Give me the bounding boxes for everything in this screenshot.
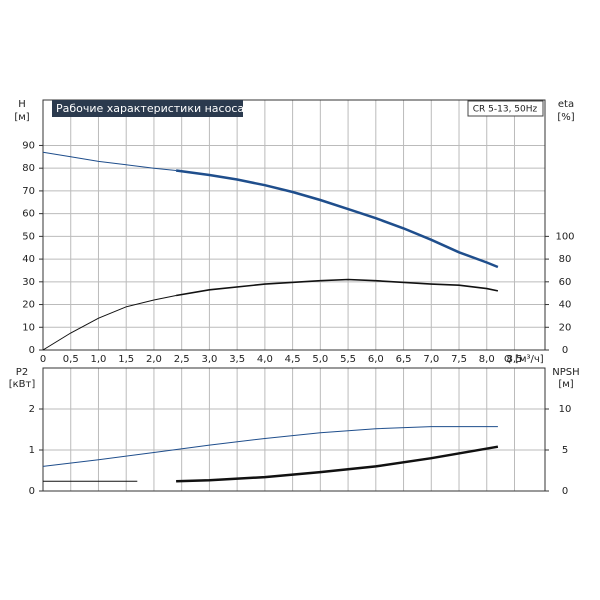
y2-tick-label: 60 (559, 277, 572, 288)
y-tick-label: 90 (22, 140, 35, 151)
y-tick-label: 0 (29, 486, 35, 497)
curve (42, 295, 177, 351)
y-tick-label: 60 (22, 209, 35, 220)
y-tick-label: 30 (22, 277, 35, 288)
y2-label: eta (558, 99, 574, 110)
y-label: P2 (16, 367, 28, 378)
y-tick-label: 2 (29, 404, 35, 415)
title-box (52, 100, 243, 117)
y2-tick-label: 0 (562, 345, 568, 356)
plot-frame (42, 367, 546, 492)
x-tick-label: 5,5 (340, 354, 356, 365)
y2-tick-label: 0 (562, 486, 568, 497)
y2-label: NPSH (552, 367, 579, 378)
x-tick-label: 0,5 (63, 354, 79, 365)
y-label: H (18, 99, 26, 110)
x-tick-label: 2,5 (174, 354, 190, 365)
curve (42, 151, 177, 171)
x-tick-label: 1,5 (118, 354, 134, 365)
x-tick-label: 1,0 (91, 354, 107, 365)
x-tick-label: 0 (40, 354, 46, 365)
y-tick-label: 80 (22, 163, 35, 174)
x-label: Q [м³/ч] (504, 354, 544, 365)
x-tick-label: 6,5 (396, 354, 412, 365)
y-tick-label: 10 (22, 322, 35, 333)
y2-unit: [м] (558, 379, 573, 390)
x-tick-label: 3,0 (201, 354, 217, 365)
curve (175, 169, 499, 269)
y-tick-label: 50 (22, 231, 35, 242)
curve (175, 278, 499, 297)
y2-tick-label: 20 (559, 322, 572, 333)
y-tick-label: 40 (22, 254, 35, 265)
y2-tick-label: 100 (555, 231, 574, 242)
y2-tick-label: 10 (559, 404, 572, 415)
x-tick-label: 7,0 (423, 354, 439, 365)
y2-unit: [%] (557, 112, 574, 123)
y-tick-label: 20 (22, 300, 35, 311)
model-box (467, 100, 544, 117)
x-tick-label: 4,5 (285, 354, 301, 365)
y2-tick-label: 80 (559, 254, 572, 265)
y-unit: [кВт] (9, 379, 36, 390)
x-tick-label: 8,5 (507, 354, 523, 365)
x-tick-label: 5,0 (312, 354, 328, 365)
x-tick-label: 7,5 (451, 354, 467, 365)
model-label: CR 5-13, 50Hz (473, 105, 538, 115)
curve (42, 426, 498, 467)
chart-title: Рабочие характеристики насоса (56, 102, 244, 115)
y2-tick-label: 5 (562, 445, 568, 456)
x-tick-label: 3,5 (229, 354, 245, 365)
y-tick-label: 0 (29, 345, 35, 356)
y-tick-label: 70 (22, 186, 35, 197)
x-tick-label: 2,0 (146, 354, 162, 365)
x-tick-label: 6,0 (368, 354, 384, 365)
y-tick-label: 1 (29, 445, 35, 456)
x-tick-label: 8,0 (479, 354, 495, 365)
y2-tick-label: 40 (559, 300, 572, 311)
curve (176, 445, 499, 483)
y-unit: [м] (14, 112, 29, 123)
x-tick-label: 4,0 (257, 354, 273, 365)
plot-frame (42, 99, 546, 351)
